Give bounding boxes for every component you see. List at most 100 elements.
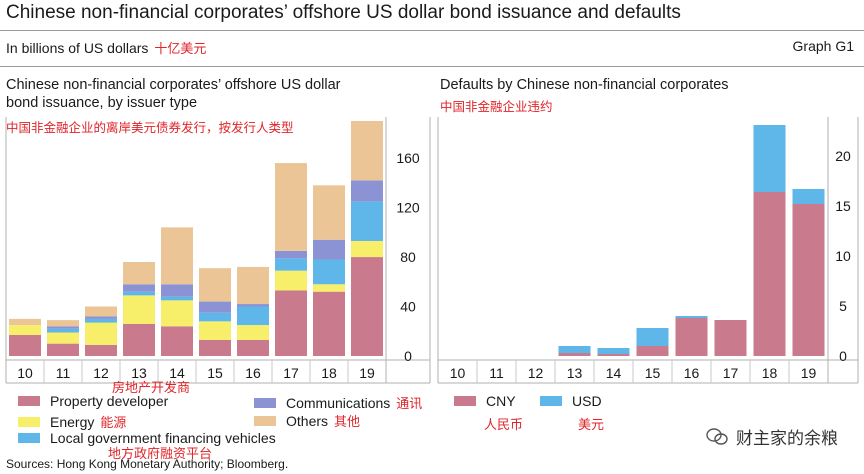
left-bar-others-17 [275,163,307,251]
legend-cn-usd: 美元 [578,417,605,432]
right-bar-cny-13 [558,353,591,356]
left-bar-property-developer-19 [351,257,383,356]
right-x-tick-label: 11 [489,365,504,381]
left-bar-energy-19 [351,240,383,258]
title-rule [0,30,864,31]
left-x-tick-label: 10 [17,365,33,381]
right-bar-usd-15 [636,328,669,346]
right-bar-usd-16 [675,316,708,318]
right-x-tick-label: 18 [762,365,778,381]
legend-swatch-others [254,415,276,426]
right-bar-cny-15 [636,346,669,356]
left-bar-local-government-financing-vehicles-19 [351,201,383,241]
left-y-tick-label: 0 [404,348,412,364]
left-bar-local-government-financing-vehicles-13 [123,291,155,296]
left-bar-others-12 [85,306,117,317]
left-x-tick-label: 14 [169,365,185,381]
legend-cn-others: 其他 [334,414,361,429]
left-bar-local-government-financing-vehicles-18 [313,259,345,285]
right-x-tick-label: 17 [723,365,739,381]
left-x-tick-label: 13 [131,365,147,381]
legend-label-cny: CNY [486,393,516,409]
left-bar-others-15 [199,268,231,302]
legend-cn-lgfv: 地方政府融资平台 [108,446,213,461]
left-y-tick-label: 160 [396,150,420,166]
wechat-icon [706,427,728,445]
left-panel-title-line1: Chinese non-financial corporates’ offsho… [6,77,341,93]
left-bar-others-10 [9,318,41,326]
right-y-tick-label: 0 [839,348,847,364]
legend-label-property: Property developer [50,393,169,409]
legend-lgfv: Local government financing vehicles [18,430,276,446]
legend-swatch-communications [254,397,276,408]
left-bar-local-government-financing-vehicles-11 [47,328,79,333]
legend-cny: CNY [454,393,516,409]
left-bar-communications-12 [85,316,117,319]
left-x-tick-label: 18 [321,365,337,381]
source-note: Sources: Hong Kong Monetary Authority; B… [6,457,289,471]
right-x-tick-label: 13 [567,365,583,381]
left-bar-local-government-financing-vehicles-17 [275,258,307,271]
left-bar-energy-13 [123,295,155,324]
left-bar-energy-18 [313,284,345,292]
watermark-text: 财主家的余粮 [736,429,838,448]
right-bar-usd-18 [753,125,786,192]
legend-swatch-cny [454,396,476,406]
left-bar-property-developer-11 [47,343,79,356]
right-x-tick-label: 15 [645,365,661,381]
left-bar-others-13 [123,262,155,285]
left-y-tick-label: 40 [400,299,416,315]
left-panel-title-line2: bond issuance, by issuer type [6,95,198,111]
right-bar-cny-18 [753,192,786,356]
subtitle-text: In billions of US dollars [6,40,149,56]
left-bar-communications-15 [199,301,231,313]
right-panel-title-cn: 中国非金融企业违约 [440,100,553,114]
left-x-tick-label: 16 [245,365,261,381]
left-bar-property-developer-14 [161,326,193,356]
left-bar-property-developer-10 [9,334,41,356]
left-bar-energy-11 [47,332,79,344]
right-y-tick-label: 10 [835,248,851,264]
left-bar-energy-17 [275,270,307,291]
left-bar-communications-17 [275,250,307,259]
right-x-tick-label: 14 [606,365,622,381]
right-y-tick-label: 20 [835,148,851,164]
right-panel-title: Defaults by Chinese non-financial corpor… [440,77,729,93]
left-bar-local-government-financing-vehicles-14 [161,296,193,301]
left-x-tick-label: 11 [56,365,71,381]
left-bar-communications-13 [123,284,155,292]
legend-swatch-energy [18,416,40,427]
left-bar-energy-14 [161,300,193,327]
left-bar-communications-14 [161,284,193,297]
left-x-tick-label: 15 [207,365,223,381]
left-x-tick-label: 17 [283,365,299,381]
subtitle-cn: 十亿美元 [154,41,207,56]
right-y-tick-label: 5 [839,298,847,314]
left-bar-communications-11 [47,326,79,329]
legend-label-communications: Communications [286,394,391,411]
left-panel-title-cn: 中国非金融企业的离岸美元债券发行，按发行人类型 [6,121,294,135]
legend-label-energy: Energy [50,413,95,430]
left-bar-local-government-financing-vehicles-12 [85,318,117,323]
left-bar-others-18 [313,185,345,240]
left-y-tick-label: 80 [400,249,416,265]
right-bar-usd-14 [597,348,630,354]
left-bar-communications-19 [351,180,383,202]
legend-communications: Communications 通讯 [254,393,422,412]
legend-swatch-lgfv [18,433,40,443]
graph-id: Graph G1 [792,38,854,54]
left-bar-energy-10 [9,325,41,335]
header-rule [0,66,864,67]
right-x-tick-label: 12 [528,365,544,381]
legend-label-lgfv: Local government financing vehicles [50,430,276,446]
left-bar-energy-12 [85,322,117,345]
right-bar-cny-16 [675,318,708,356]
right-y-tick-label: 15 [835,198,851,214]
legend-swatch-usd [540,396,562,406]
left-x-tick-label: 12 [93,365,109,381]
left-bar-communications-18 [313,239,345,260]
left-bar-property-developer-15 [199,339,231,356]
left-bar-property-developer-17 [275,290,307,356]
left-bar-others-14 [161,227,193,285]
